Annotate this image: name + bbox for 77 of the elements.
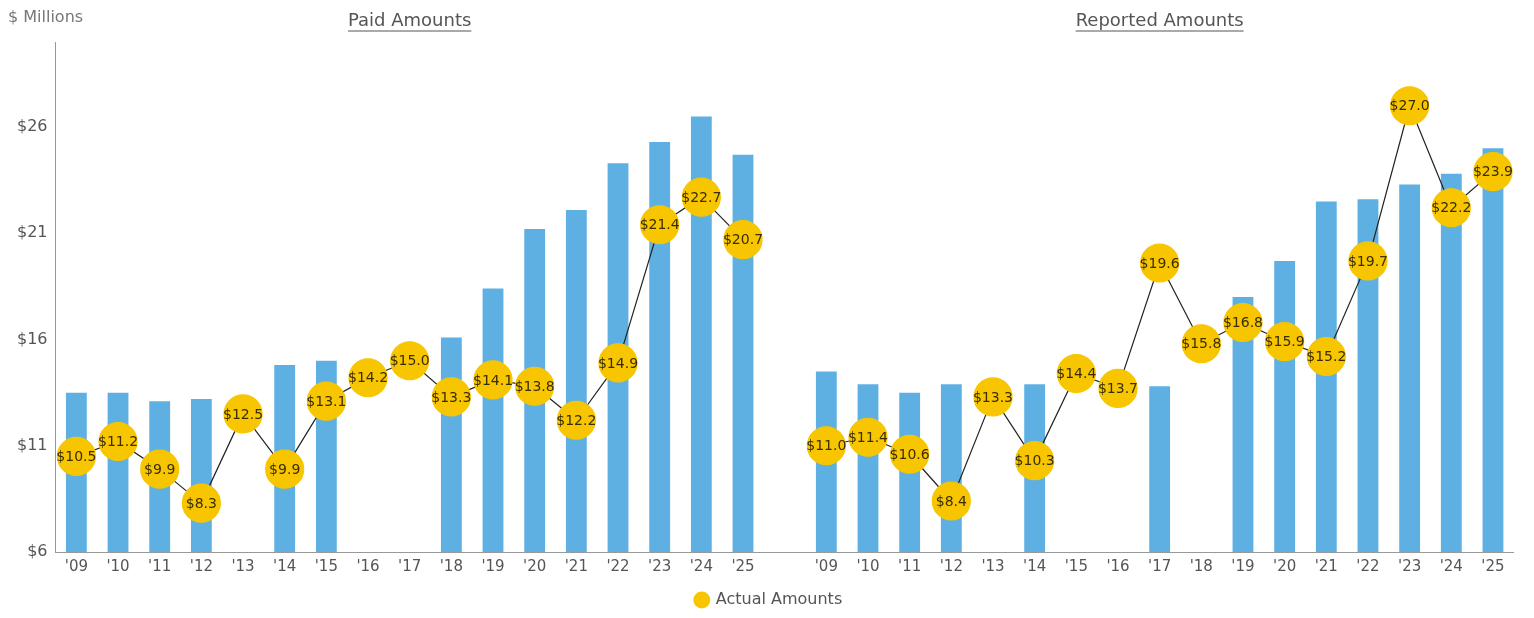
data-label: $19.6 <box>1139 254 1180 271</box>
data-label: $20.7 <box>722 231 764 248</box>
x-tick-label: '20 <box>1273 556 1297 575</box>
data-label: $13.7 <box>1097 380 1139 397</box>
data-label: $14.1 <box>472 371 514 388</box>
data-label: $13.3 <box>431 388 472 405</box>
x-tick-label: '21 <box>1314 556 1338 575</box>
data-label: $11.4 <box>847 428 889 445</box>
data-label: $12.5 <box>222 405 264 422</box>
x-tick-label: '16 <box>1106 556 1130 575</box>
data-label: $10.5 <box>56 448 97 465</box>
x-tick-label: '09 <box>64 556 88 575</box>
x-tick-label: '13 <box>981 556 1005 575</box>
text: Reported Amounts <box>1075 9 1244 30</box>
x-tick-label: '14 <box>1023 556 1047 575</box>
x-tick-label: '09 <box>814 556 838 575</box>
x-tick-label: '17 <box>398 556 422 575</box>
x-tick-label: '15 <box>314 556 338 575</box>
data-label: $13.1 <box>306 392 347 409</box>
y-tick-label: $11 <box>16 434 48 454</box>
x-tick-label: '18 <box>1189 556 1213 575</box>
data-label: $13.8 <box>514 377 555 394</box>
x-tick-label: '10 <box>106 556 130 575</box>
x-tick-label: '25 <box>731 556 755 575</box>
data-label: $10.3 <box>1014 452 1055 469</box>
x-tick-label: '16 <box>356 556 380 575</box>
x-tick-label: '20 <box>523 556 547 575</box>
data-label: $9.9 <box>144 460 176 477</box>
data-label: $9.9 <box>269 460 301 477</box>
x-tick-label: '21 <box>564 556 588 575</box>
data-label: $15.8 <box>1181 335 1222 352</box>
y-tick-label: $6 <box>27 541 48 561</box>
text: Paid Amounts <box>348 9 472 30</box>
data-label: $8.4 <box>935 492 968 509</box>
x-tick-label: '18 <box>439 556 463 575</box>
y-tick-label: $26 <box>16 116 48 136</box>
data-label: $22.7 <box>681 188 722 205</box>
data-label: $11.0 <box>806 437 847 454</box>
data-label: $11.2 <box>97 433 139 450</box>
data-label: $15.9 <box>1264 333 1305 350</box>
x-tick-label: '17 <box>1148 556 1172 575</box>
x-tick-label: '12 <box>939 556 963 575</box>
legend-label: Actual Amounts <box>715 589 843 609</box>
x-tick-label: '23 <box>1398 556 1422 575</box>
x-tick-label: '10 <box>856 556 880 575</box>
data-label: $13.3 <box>972 388 1014 405</box>
y-tick-label: $16 <box>16 328 48 348</box>
x-tick-label: '23 <box>648 556 672 575</box>
x-tick-label: '14 <box>273 556 297 575</box>
data-label: $14.2 <box>347 369 389 386</box>
x-tick-label: '24 <box>689 556 713 575</box>
y-tick-label: $21 <box>16 222 48 242</box>
data-label: $16.8 <box>1222 314 1264 331</box>
x-tick-label: '22 <box>606 556 630 575</box>
data-label: $10.6 <box>889 445 930 462</box>
data-label: $15.0 <box>389 352 430 369</box>
x-tick-label: '25 <box>1481 556 1505 575</box>
data-label: $14.4 <box>1056 365 1097 382</box>
x-tick-label: '24 <box>1439 556 1463 575</box>
x-tick-label: '13 <box>231 556 255 575</box>
x-tick-label: '11 <box>898 556 922 575</box>
x-tick-label: '15 <box>1064 556 1088 575</box>
data-label: $12.2 <box>556 411 597 428</box>
x-tick-label: '11 <box>148 556 172 575</box>
x-tick-label: '12 <box>189 556 213 575</box>
data-label: $23.9 <box>1472 163 1514 180</box>
x-tick-label: '22 <box>1356 556 1380 575</box>
data-label: $21.4 <box>639 216 680 233</box>
data-label: $22.2 <box>1431 199 1472 216</box>
data-label: $15.2 <box>1306 348 1347 365</box>
x-tick-label: '19 <box>481 556 505 575</box>
data-label: $8.3 <box>185 494 217 511</box>
data-label: $19.7 <box>1347 252 1389 269</box>
data-label: $14.9 <box>597 354 639 371</box>
data-label: $27.0 <box>1389 97 1430 114</box>
y-axis-title: $ Millions <box>8 7 84 26</box>
x-tick-label: '19 <box>1231 556 1255 575</box>
